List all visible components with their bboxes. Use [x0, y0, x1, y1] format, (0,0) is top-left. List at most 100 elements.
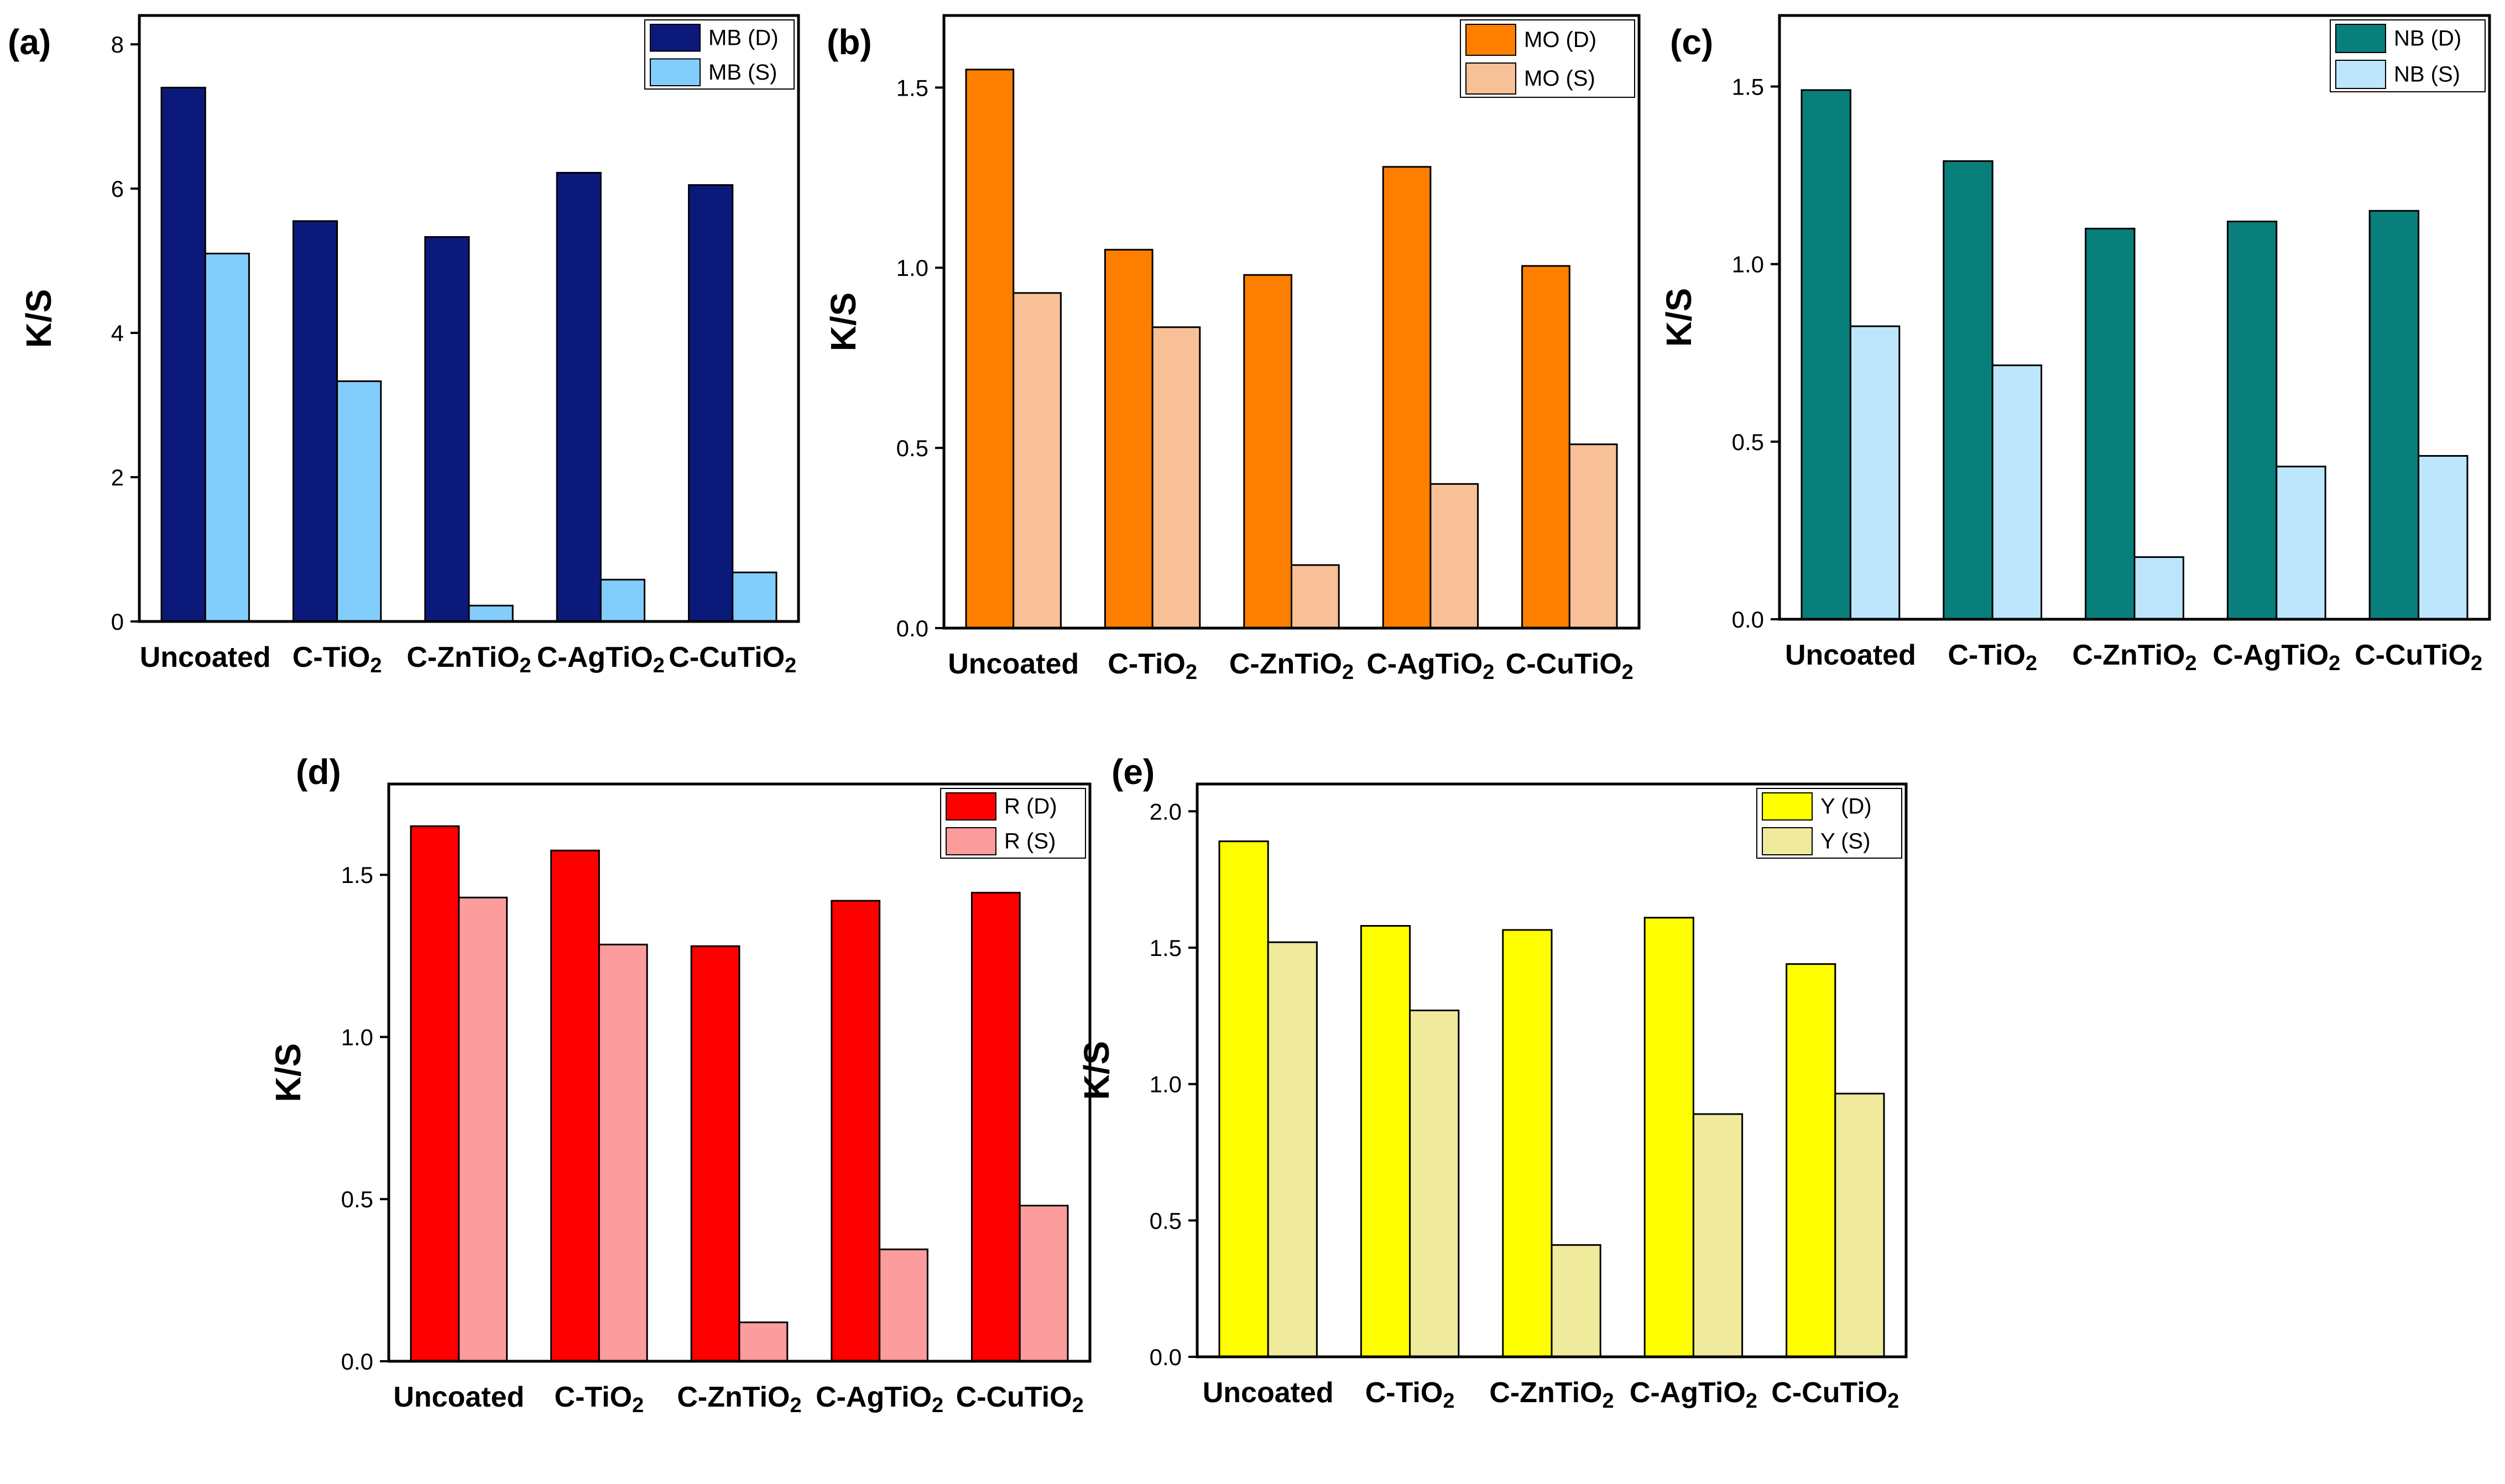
chart-panel-1: (a) 0 2 4 6 8 K/S Uncoated C-TiO2 C-ZnTiO2 C-AgTiO…	[8, 14, 800, 677]
category-label-4: C-CuTiO2	[1771, 1377, 1899, 1413]
bar-mo-s-3	[1429, 483, 1479, 629]
bar-nb-d-0	[1801, 89, 1851, 620]
panel-label: (d)	[296, 752, 341, 792]
bar-r-s-4	[1019, 1204, 1069, 1362]
legend-swatch	[2335, 60, 2386, 89]
bar-y-s-4	[1834, 1093, 1885, 1358]
category-label-0: Uncoated	[1785, 639, 1916, 671]
category-label-0: Uncoated	[393, 1381, 524, 1413]
bar-mb-s-1	[336, 380, 382, 623]
legend: R (D) R (S)	[940, 788, 1086, 859]
legend-swatch	[946, 827, 996, 855]
chart-panel-3: (c) 0.0 0.5 1.0 1.5 K/S Uncoated C-TiO2 C-ZnTiO2…	[1659, 14, 2491, 675]
y-tick-label: 1.0	[341, 1024, 373, 1050]
category-label-1: C-TiO2	[555, 1381, 644, 1417]
y-tick-label: 1.5	[896, 75, 928, 101]
bar-mo-s-4	[1568, 443, 1618, 629]
category-label-4: C-CuTiO2	[669, 641, 796, 677]
bar-nb-d-4	[2368, 210, 2420, 620]
legend-label: Y (D)	[1820, 795, 1872, 819]
y-tick-label: 0.5	[341, 1187, 373, 1213]
legend-label: Y (S)	[1820, 829, 1870, 854]
category-label-2: C-ZnTiO2	[1229, 648, 1354, 684]
y-axis-title: K/S	[19, 289, 59, 348]
bar-mo-s-2	[1291, 564, 1340, 629]
y-axis-title: K/S	[1077, 1041, 1116, 1100]
y-tick-label: 0.0	[341, 1349, 373, 1375]
bar-mo-s-0	[1013, 292, 1062, 629]
y-tick-label: 0.0	[896, 615, 928, 641]
bar-mo-d-2	[1243, 274, 1293, 629]
y-tick-label: 2.0	[1150, 798, 1182, 824]
legend-label: R (D)	[1004, 795, 1057, 819]
panel-label: (a)	[8, 22, 51, 62]
category-label-3: C-AgTiO2	[1630, 1377, 1757, 1413]
category-label-1: C-TiO2	[1948, 639, 2037, 675]
y-tick-label: 0.0	[1150, 1344, 1182, 1370]
bar-r-s-3	[879, 1248, 928, 1362]
bar-r-d-2	[690, 945, 740, 1362]
category-label-2: C-ZnTiO2	[1489, 1377, 1614, 1413]
legend-label: R (S)	[1004, 829, 1056, 854]
legend-swatch	[1465, 24, 1516, 56]
bar-nb-s-3	[2276, 466, 2326, 620]
bar-mb-d-0	[160, 86, 206, 623]
bar-mb-d-3	[556, 171, 602, 623]
bar-y-d-0	[1218, 840, 1269, 1358]
legend-label: NB (S)	[2394, 62, 2460, 87]
legend-swatch	[1762, 792, 1813, 821]
bar-y-s-1	[1409, 1009, 1460, 1358]
bar-nb-d-1	[1943, 160, 1993, 620]
y-tick-label: 0.0	[1732, 607, 1764, 633]
bar-r-d-1	[550, 849, 600, 1362]
category-label-0: Uncoated	[948, 648, 1079, 680]
y-tick-label: 0.5	[1732, 429, 1764, 455]
category-label-4: C-CuTiO2	[1506, 648, 1634, 684]
category-label-4: C-CuTiO2	[956, 1381, 1084, 1417]
y-tick-label: 2	[111, 464, 124, 490]
legend-swatch	[2335, 24, 2386, 53]
y-tick-label: 1.5	[1732, 74, 1764, 100]
category-label-3: C-AgTiO2	[2212, 639, 2340, 675]
bar-y-s-0	[1267, 941, 1318, 1358]
y-axis-title: K/S	[268, 1043, 308, 1102]
y-tick-label: 8	[111, 32, 124, 58]
category-label-2: C-ZnTiO2	[677, 1381, 801, 1417]
category-label-0: Uncoated	[140, 641, 271, 673]
bar-r-d-4	[970, 891, 1021, 1362]
bar-mo-d-1	[1104, 249, 1154, 629]
bar-r-d-0	[410, 825, 460, 1362]
category-label-2: C-ZnTiO2	[406, 641, 531, 677]
legend-swatch	[1465, 62, 1516, 95]
bar-nb-d-3	[2226, 221, 2278, 620]
category-label-3: C-AgTiO2	[537, 641, 665, 677]
category-label-1: C-TiO2	[1365, 1377, 1455, 1413]
bar-y-d-4	[1786, 963, 1836, 1358]
bar-r-s-0	[458, 896, 508, 1362]
bar-nb-s-0	[1849, 325, 1901, 620]
legend: NB (D) NB (S)	[2330, 19, 2486, 92]
bar-r-d-3	[831, 900, 881, 1362]
legend-label: MB (D)	[708, 25, 779, 50]
y-tick-label: 6	[111, 176, 124, 202]
plot-frame	[942, 14, 1641, 630]
bar-y-s-2	[1551, 1244, 1601, 1358]
y-tick-label: 1.0	[896, 255, 928, 281]
legend-swatch	[650, 58, 701, 86]
legend-swatch	[1762, 827, 1813, 855]
bar-y-d-3	[1643, 917, 1694, 1358]
bar-mo-d-3	[1382, 166, 1432, 629]
bar-mb-s-3	[599, 578, 646, 623]
y-tick-label: 1.5	[341, 862, 373, 888]
bar-y-d-1	[1360, 925, 1411, 1358]
y-tick-label: 0.5	[896, 435, 928, 461]
legend-label: MO (S)	[1524, 66, 1595, 91]
legend: MB (D) MB (S)	[644, 19, 795, 90]
chart-panel-4: (d) 0.0 0.5 1.0 1.5 K/S Uncoated C-TiO2 C-ZnTiO2…	[268, 752, 1092, 1417]
bar-y-d-2	[1502, 929, 1553, 1358]
plot-frame	[138, 14, 800, 623]
category-label-0: Uncoated	[1203, 1377, 1334, 1409]
plot-frame	[1196, 782, 1908, 1358]
chart-panel-2: (b) 0.0 0.5 1.0 1.5 K/S Uncoated C-TiO2 C-ZnTiO2…	[823, 14, 1641, 684]
